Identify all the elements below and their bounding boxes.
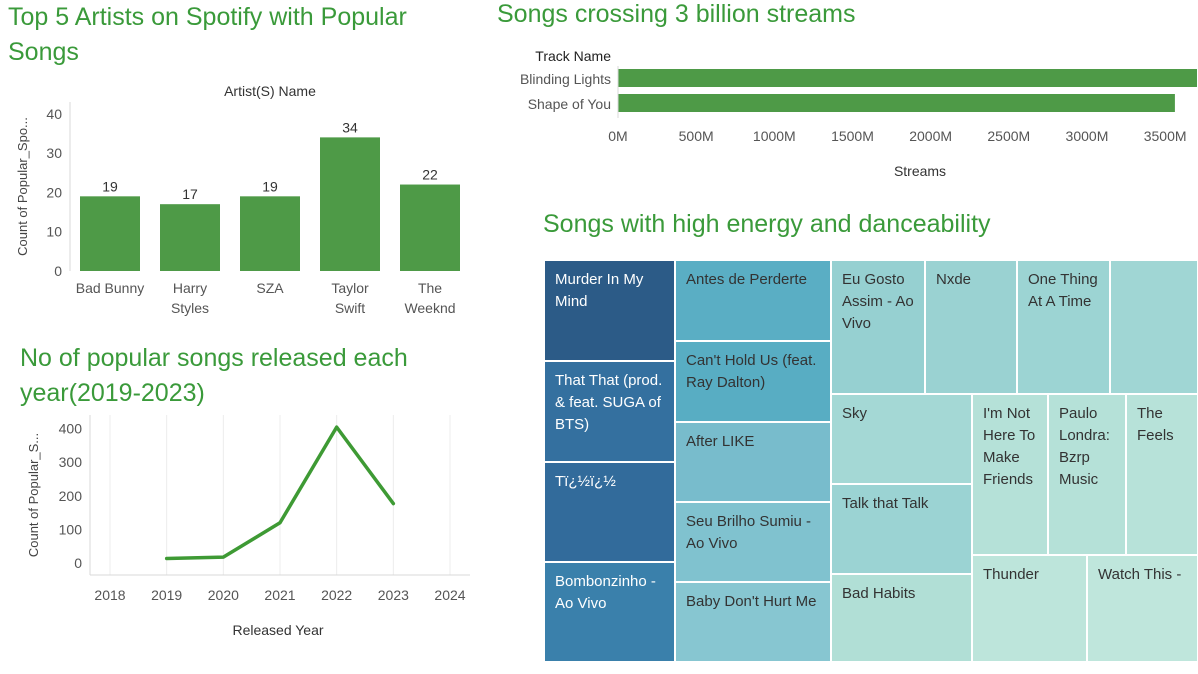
x-tick-label: 3000M <box>1066 128 1109 144</box>
treemap-cell-label: Can't Hold Us (feat. Ray Dalton) <box>686 352 817 391</box>
treemap-cell-label: Bombonzinho - Ao Vivo <box>555 573 656 612</box>
bar <box>240 196 300 271</box>
treemap-cell-label: Antes de Perderte <box>686 271 807 288</box>
treemap-cell[interactable]: That That (prod. & feat. SUGA of BTS) <box>544 361 675 462</box>
treemap-cell[interactable]: Seu Brilho Sumiu - Ao Vivo <box>675 502 831 582</box>
years-chart-title: No of popular songs released each year(2… <box>20 344 408 407</box>
treemap-cell[interactable]: Thunder <box>972 555 1087 662</box>
bar-value-label: 34 <box>342 119 358 135</box>
treemap-cell[interactable]: Bad Habits <box>831 574 972 662</box>
y-tick-label: 100 <box>59 522 83 538</box>
x-tick-label: 1500M <box>831 128 874 144</box>
treemap-cell[interactable]: The Feels <box>1126 394 1198 555</box>
treemap-cell[interactable]: Sky <box>831 394 972 484</box>
x-tick-label: 3500M <box>1144 128 1187 144</box>
x-tick-label: SZA <box>256 280 284 296</box>
treemap-cell-label: Baby Don't Hurt Me <box>686 593 817 610</box>
x-tick-label: 2000M <box>909 128 952 144</box>
treemap-cell-label: That That (prod. & feat. SUGA of BTS) <box>555 372 663 433</box>
treemap-cell[interactable]: Eu Gosto Assim - Ao Vivo <box>831 260 925 394</box>
artists-chart-title: Top 5 Artists on Spotify with Popular So… <box>8 3 407 66</box>
x-axis-label: Released Year <box>232 622 323 638</box>
treemap-cell-label: Talk that Talk <box>842 495 929 512</box>
y-tick-label: 400 <box>59 420 83 436</box>
x-tick-label: Taylor Swift <box>331 280 369 316</box>
bar <box>320 137 380 271</box>
treemap-cell[interactable]: After LIKE <box>675 422 831 502</box>
treemap-cell-label: Sky <box>842 405 868 422</box>
treemap-cell[interactable]: Tï¿½ï¿½ <box>544 462 675 562</box>
y-tick-label: 20 <box>46 184 62 200</box>
bar <box>618 94 1175 112</box>
x-tick-label: 2500M <box>987 128 1030 144</box>
y-axis-label: Count of Popular_Spo... <box>15 117 30 256</box>
treemap-cell-label: Tï¿½ï¿½ <box>555 473 616 490</box>
row-header-label: Track Name <box>535 48 611 64</box>
treemap-cell-label: Nxde <box>936 271 972 288</box>
treemap-cell[interactable]: Bombonzinho - Ao Vivo <box>544 562 675 662</box>
x-tick-label: Bad Bunny <box>76 280 145 296</box>
x-tick-label: 2018 <box>94 587 125 603</box>
row-label: Blinding Lights <box>520 71 611 87</box>
treemap-cell-label: Thunder <box>983 566 1039 583</box>
treemap-cell-label: Bad Habits <box>842 585 916 602</box>
y-tick-label: 0 <box>54 263 62 279</box>
series-line <box>164 425 396 561</box>
x-tick-label: 2021 <box>264 587 295 603</box>
x-axis-label: Artist(S) Name <box>224 83 316 99</box>
x-tick-label: 1000M <box>753 128 796 144</box>
y-tick-label: 30 <box>46 145 62 161</box>
treemap-cell[interactable]: Antes de Perderte <box>675 260 831 341</box>
streams-bar-chart: Track Name Blinding Lights Shape of You 0M 5… <box>520 48 1197 179</box>
streams-chart-title: Songs crossing 3 billion streams <box>497 0 856 28</box>
treemap-cell[interactable]: Murder In My Mind <box>544 260 675 361</box>
x-tick-label: 2022 <box>321 587 352 603</box>
treemap-cell[interactable]: Talk that Talk <box>831 484 972 574</box>
y-tick-label: 40 <box>46 106 62 122</box>
x-tick-label: 500M <box>679 128 714 144</box>
treemap-cell[interactable]: Nxde <box>925 260 1017 394</box>
bar-value-label: 19 <box>262 178 278 194</box>
treemap-cell-label: Paulo Londra: Bzrp Music <box>1059 405 1110 488</box>
treemap-cell-label: The Feels <box>1137 405 1174 444</box>
bar-value-label: 19 <box>102 178 118 194</box>
treemap-cell[interactable]: Can't Hold Us (feat. Ray Dalton) <box>675 341 831 422</box>
treemap-cell-label: Seu Brilho Sumiu - Ao Vivo <box>686 513 812 552</box>
x-axis-label: Streams <box>894 163 946 179</box>
y-tick-label: 0 <box>74 555 82 571</box>
x-tick-label: Harry Styles <box>171 280 209 316</box>
x-tick-label: 2024 <box>434 587 465 603</box>
treemap-cell[interactable] <box>1110 260 1198 394</box>
x-tick-label: 0M <box>608 128 627 144</box>
bar <box>618 69 1197 87</box>
y-tick-label: 200 <box>59 488 83 504</box>
treemap-cell-label: Murder In My Mind <box>555 271 644 310</box>
x-tick-label: 2023 <box>378 587 409 603</box>
y-tick-label: 300 <box>59 454 83 470</box>
treemap-cell[interactable]: One Thing At A Time <box>1017 260 1110 394</box>
treemap-cell-label: Watch This - <box>1098 566 1182 583</box>
treemap-cell-label: One Thing At A Time <box>1028 271 1098 310</box>
treemap-cell-label: After LIKE <box>686 433 755 450</box>
bar <box>400 184 460 271</box>
treemap-cell[interactable]: Baby Don't Hurt Me <box>675 582 831 662</box>
y-axis-label: Count of Popular_S... <box>26 433 41 557</box>
bar-value-label: 22 <box>422 167 438 183</box>
treemap-cell[interactable]: I'm Not Here To Make Friends <box>972 394 1048 555</box>
row-label: Shape of You <box>528 96 611 112</box>
bar <box>160 204 220 271</box>
artist-bar-chart: Artist(S) Name 0 10 20 30 40 Count of Popular_… <box>15 83 460 316</box>
y-tick-label: 10 <box>46 224 62 240</box>
treemap-chart-title: Songs with high energy and danceability <box>543 210 991 238</box>
treemap-cell[interactable]: Paulo Londra: Bzrp Music <box>1048 394 1126 555</box>
x-tick-label: 2020 <box>208 587 239 603</box>
bar-value-label: 17 <box>182 186 198 202</box>
x-tick-label: The Weeknd <box>404 280 455 316</box>
treemap-cell-label: Eu Gosto Assim - Ao Vivo <box>842 271 914 332</box>
bar <box>80 196 140 271</box>
treemap-cell[interactable]: Watch This - <box>1087 555 1198 662</box>
treemap-cell-label: I'm Not Here To Make Friends <box>983 405 1036 488</box>
years-line-chart: 0 100 200 300 400 2018 2019 2020 2021 2022 2023 202… <box>26 415 470 638</box>
x-tick-label: 2019 <box>151 587 182 603</box>
